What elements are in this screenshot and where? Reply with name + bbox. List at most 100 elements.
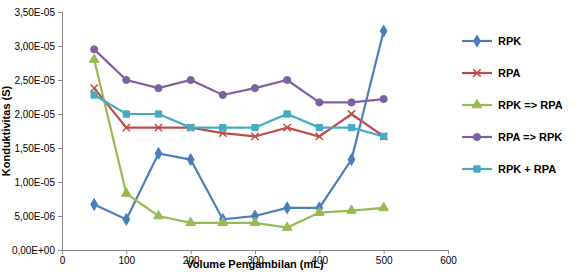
x-tick-label: 100 (118, 255, 135, 266)
y-tick-label: 5,00E-06 (14, 211, 55, 222)
x-tick-mark (448, 250, 449, 254)
series-marker (348, 124, 354, 130)
series-marker (154, 210, 164, 218)
x-tick-label: 0 (60, 255, 66, 266)
legend-marker (473, 133, 480, 140)
series-marker (381, 133, 387, 139)
series-marker (251, 85, 258, 92)
series-marker (316, 99, 323, 106)
x-tick-label: 600 (440, 255, 457, 266)
x-tick: 600 (440, 250, 457, 266)
legend-label: RPA (498, 67, 520, 79)
series-marker (91, 46, 98, 53)
series-marker (91, 85, 98, 92)
plot-area (89, 25, 388, 230)
series-marker (218, 217, 228, 225)
legend-marker (474, 166, 480, 172)
series-line (94, 88, 384, 136)
series-marker (348, 110, 355, 117)
legend-label: RPK + RPA (498, 163, 556, 175)
x-tick-mark (384, 250, 385, 254)
series-marker (188, 124, 194, 130)
y-tick-label: 1,50E-05 (14, 143, 55, 154)
series-line (94, 49, 384, 102)
y-tick-mark (58, 216, 62, 217)
x-tick-mark (62, 250, 63, 254)
y-axis-line (58, 13, 63, 251)
legend: RPK RPA RPK => RPA RPA => RPK RPK + RPA (462, 35, 563, 175)
y-tick-label: 2,50E-05 (14, 75, 55, 86)
y-tick: 1,00E-05 (14, 177, 62, 188)
series-line (94, 31, 384, 219)
series-marker (187, 154, 194, 166)
x-tick: 500 (376, 250, 393, 266)
y-tick-label: 3,50E-05 (14, 7, 55, 18)
legend-label: RPK (498, 35, 521, 47)
series-marker (380, 25, 387, 37)
legend-marker (474, 35, 481, 47)
series-marker (155, 148, 162, 160)
y-tick-label: 1,00E-05 (14, 177, 55, 188)
y-tick: 0,00E+00 (12, 245, 62, 256)
y-tick-mark (58, 250, 62, 251)
y-tick: 3,50E-05 (14, 7, 62, 18)
series-marker (220, 124, 226, 130)
series-marker (219, 91, 226, 98)
x-tick-mark (319, 250, 320, 254)
y-tick-label: 2,00E-05 (14, 109, 55, 120)
series-line (94, 60, 384, 228)
x-tick: 0 (60, 250, 66, 266)
y-tick: 2,50E-05 (14, 75, 62, 86)
series-marker (284, 202, 291, 214)
series-marker (251, 133, 258, 140)
y-tick: 5,00E-06 (14, 211, 62, 222)
y-tick-label: 3,00E-05 (14, 41, 55, 52)
x-tick-mark (191, 250, 192, 254)
legend-marker (473, 69, 480, 76)
legend-item: RPA (462, 67, 520, 79)
series-marker (155, 124, 162, 131)
legend-marker (472, 99, 482, 107)
series-marker (250, 217, 260, 225)
y-axis-title: Konduktivitas (S) (0, 85, 12, 176)
legend-item: RPK => RPA (462, 99, 563, 111)
legend-label: RPK => RPA (498, 99, 563, 111)
series-marker (89, 54, 99, 62)
series-marker (91, 92, 97, 98)
series-marker (252, 124, 258, 130)
x-tick-mark (255, 250, 256, 254)
legend-label: RPA => RPK (498, 131, 562, 143)
y-tick: 3,00E-05 (14, 41, 62, 52)
series-marker (186, 217, 196, 225)
series-marker (91, 199, 98, 211)
series-marker (284, 111, 290, 117)
y-tick-label: 0,00E+00 (12, 245, 56, 256)
x-axis-title: Volume Pengambilan (mL) (186, 258, 324, 270)
series-marker (123, 76, 130, 83)
y-tick-mark (58, 80, 62, 81)
series-marker (347, 205, 357, 213)
series-marker (187, 124, 194, 131)
series-marker (284, 76, 291, 83)
series-line (94, 95, 384, 136)
series-marker (187, 76, 194, 83)
x-tick-mark (126, 250, 127, 254)
x-axis-line (63, 251, 449, 255)
series-marker (282, 222, 292, 230)
series-marker (379, 202, 389, 210)
y-tick-mark (58, 114, 62, 115)
series-marker (380, 95, 387, 102)
series-marker (122, 188, 132, 196)
y-tick-mark (58, 182, 62, 183)
series-marker (155, 111, 161, 117)
series-marker (123, 124, 130, 131)
y-tick-mark (58, 12, 62, 13)
x-tick: 100 (118, 250, 135, 266)
series-marker (315, 207, 325, 215)
series-marker (123, 214, 130, 226)
series-marker (316, 133, 323, 140)
series-marker (316, 124, 322, 130)
legend-item: RPK (462, 35, 521, 47)
x-tick-label: 500 (376, 255, 393, 266)
legend-item: RPK + RPA (462, 163, 556, 175)
